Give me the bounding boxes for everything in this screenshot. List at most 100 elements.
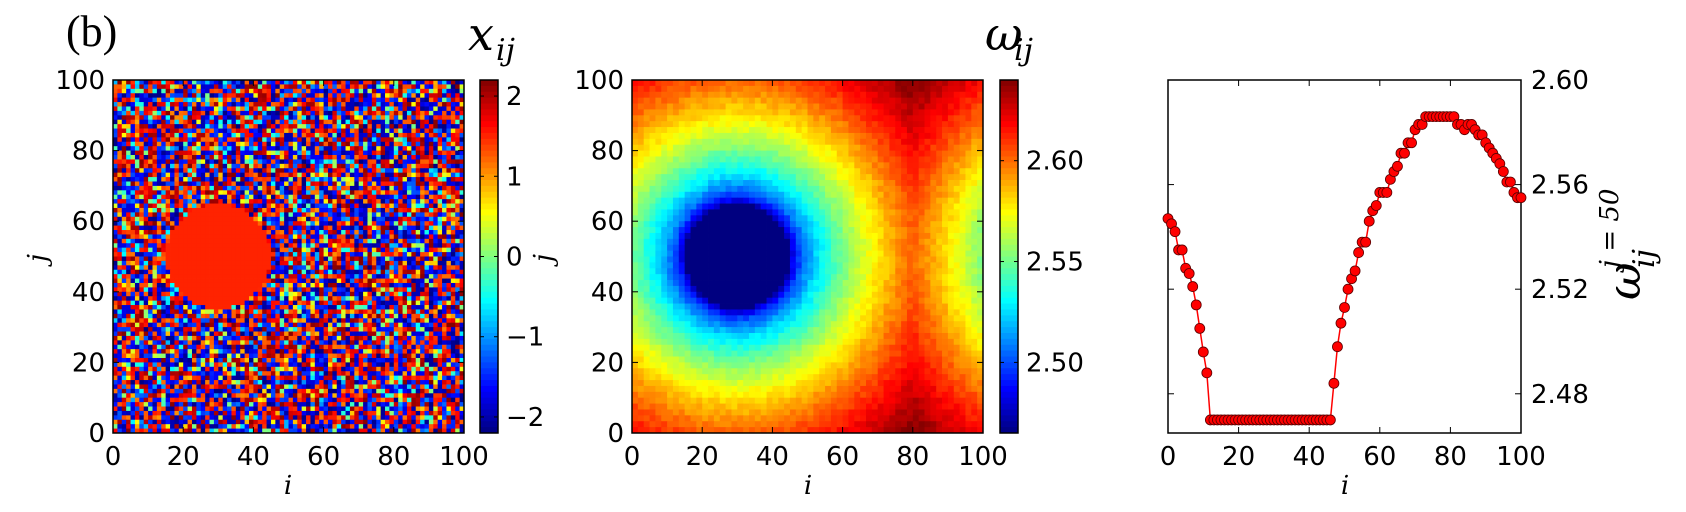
x-heatmap-cell bbox=[393, 300, 399, 306]
x-heatmap-cell bbox=[332, 115, 338, 121]
x-heatmap-cell bbox=[117, 331, 123, 337]
x-heatmap-cell bbox=[165, 115, 171, 121]
x-heatmap-cell bbox=[139, 309, 145, 315]
x-heatmap-cell bbox=[279, 234, 285, 240]
x-heatmap-cell bbox=[257, 327, 263, 332]
x-heatmap-cell bbox=[442, 296, 447, 302]
x-heatmap-cell bbox=[178, 221, 184, 227]
x-heatmap-cell bbox=[134, 168, 140, 174]
x-heatmap-cell bbox=[279, 230, 285, 235]
x-heatmap-cell bbox=[411, 291, 417, 297]
x-heatmap-cell bbox=[354, 137, 360, 143]
x-heatmap-cell bbox=[231, 278, 237, 284]
x-heatmap-cell bbox=[341, 296, 346, 302]
x-heatmap-cell bbox=[389, 256, 395, 262]
x-heatmap-cell bbox=[420, 260, 425, 266]
x-heatmap-cell bbox=[398, 199, 403, 204]
x-heatmap-cell bbox=[306, 322, 311, 328]
x-heatmap-cell bbox=[143, 327, 149, 332]
x-heatmap-cell bbox=[222, 327, 228, 332]
x-heatmap-cell bbox=[319, 225, 324, 231]
x-heatmap-cell bbox=[345, 300, 351, 306]
x-heatmap-cell bbox=[227, 172, 232, 178]
x-heatmap-cell bbox=[174, 238, 180, 244]
x-heatmap-cell bbox=[205, 234, 210, 240]
x-heatmap-cell bbox=[442, 88, 447, 94]
x-heatmap-cell bbox=[235, 212, 241, 218]
x-heatmap-cell bbox=[327, 203, 333, 209]
x-heatmap-cell bbox=[319, 278, 324, 284]
x-heatmap-cell bbox=[134, 106, 140, 112]
x-heatmap-cell bbox=[363, 84, 368, 90]
x-heatmap-cell bbox=[437, 115, 443, 121]
x-heatmap-cell bbox=[393, 335, 399, 341]
x-heatmap-cell bbox=[218, 128, 224, 134]
x-heatmap-cell bbox=[363, 216, 368, 222]
x-heatmap-cell bbox=[148, 137, 153, 143]
x-heatmap-cell bbox=[156, 128, 162, 134]
x-heatmap-cell bbox=[156, 199, 162, 204]
x-heatmap-cell bbox=[134, 163, 140, 169]
x-heatmap-cell bbox=[367, 234, 373, 240]
x-heatmap-cell bbox=[143, 353, 149, 359]
x-heatmap-cell bbox=[279, 349, 285, 354]
x-heatmap-cell bbox=[218, 340, 224, 346]
x-heatmap-cell bbox=[349, 282, 355, 288]
x-heatmap-cell bbox=[433, 225, 439, 231]
x-heatmap-cell bbox=[244, 340, 250, 346]
x-heatmap-cell bbox=[393, 190, 399, 196]
x-heatmap-cell bbox=[200, 155, 206, 160]
x-heatmap-cell bbox=[319, 331, 324, 337]
x-heatmap-cell bbox=[424, 119, 430, 125]
x-heatmap-cell bbox=[222, 115, 228, 121]
x-heatmap-cell bbox=[371, 300, 377, 306]
x-heatmap-cell bbox=[306, 300, 311, 306]
x-heatmap-cell bbox=[341, 318, 346, 324]
x-heatmap-cell bbox=[187, 146, 193, 151]
x-heatmap-cell bbox=[363, 137, 368, 143]
x-heatmap-cell bbox=[385, 278, 390, 284]
x-heatmap-cell bbox=[134, 313, 140, 319]
x-heatmap-cell bbox=[358, 150, 364, 156]
x-heatmap-cell bbox=[249, 190, 254, 196]
x-heatmap-cell bbox=[411, 234, 417, 240]
x-heatmap-cell bbox=[139, 353, 145, 359]
x-heatmap-cell bbox=[459, 269, 465, 275]
x-heatmap-cell bbox=[231, 190, 237, 196]
x-heatmap-cell bbox=[406, 318, 412, 324]
x-heatmap-cell bbox=[319, 181, 324, 187]
x-heatmap-cell bbox=[442, 238, 447, 244]
x-heatmap-cell bbox=[428, 327, 434, 332]
x-heatmap-cell bbox=[367, 80, 373, 85]
x-heatmap-cell bbox=[139, 146, 145, 151]
x-heatmap-cell bbox=[156, 349, 162, 354]
x-heatmap-cell bbox=[336, 168, 342, 174]
x-heatmap-cell bbox=[393, 88, 399, 94]
x-heatmap-cell bbox=[235, 207, 241, 213]
x-heatmap-cell bbox=[196, 313, 202, 319]
x-heatmap-cell bbox=[380, 331, 386, 337]
x-heatmap-cell bbox=[398, 132, 403, 138]
x-heatmap-cell bbox=[196, 132, 202, 138]
x-heatmap-cell bbox=[341, 305, 346, 310]
x-heatmap-cell bbox=[297, 132, 303, 138]
x-heatmap-cell bbox=[341, 309, 346, 315]
x-heatmap-cell bbox=[341, 252, 346, 257]
x-heatmap-cell bbox=[406, 340, 412, 346]
x-heatmap-cell bbox=[319, 349, 324, 354]
x-heatmap-cell bbox=[376, 247, 382, 253]
x-heatmap-cell bbox=[113, 282, 118, 288]
x-heatmap-cell bbox=[143, 274, 149, 279]
x-heatmap-cell bbox=[227, 177, 232, 182]
x-heatmap-cell bbox=[319, 172, 324, 178]
x-heatmap-cell bbox=[213, 256, 219, 262]
x-heatmap-cell bbox=[262, 256, 267, 262]
x-heatmap-cell bbox=[301, 88, 307, 94]
x-heatmap-cell bbox=[301, 300, 307, 306]
x-heatmap-cell bbox=[148, 172, 153, 178]
x-heatmap-cell bbox=[113, 331, 118, 337]
x-heatmap-cell bbox=[266, 141, 272, 147]
x-heatmap-cell bbox=[424, 172, 430, 178]
x-heatmap-cell bbox=[455, 185, 461, 191]
x-heatmap-cell bbox=[231, 185, 237, 191]
